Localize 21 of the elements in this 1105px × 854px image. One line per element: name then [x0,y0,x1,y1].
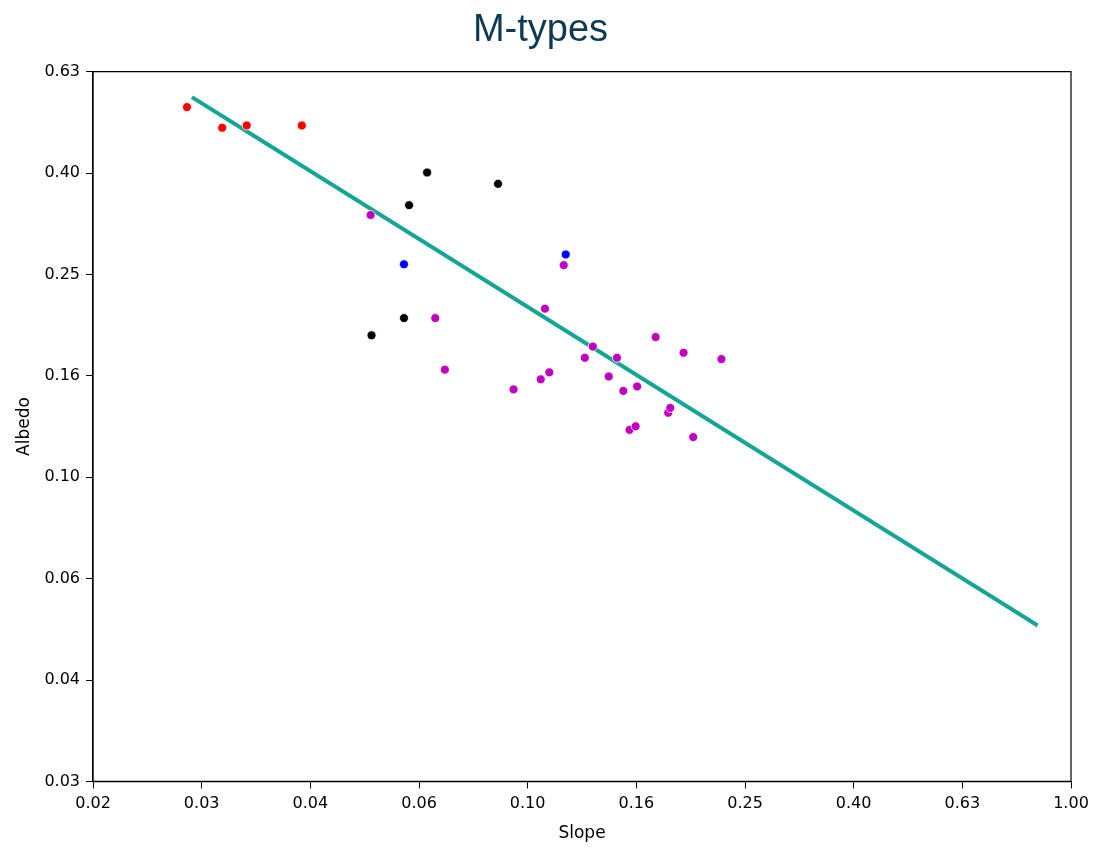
x-tick-label: 1.00 [1053,793,1089,813]
x-tick-label: 0.06 [401,793,437,813]
x-tick-label: 0.63 [944,793,981,813]
x-tick-label: 0.25 [727,793,763,813]
x-tick-label: 0.16 [618,793,655,813]
x-axis-title: Slope [558,822,606,843]
y-tick-label: 0.10 [44,466,81,486]
chart-title: M-types [472,7,609,50]
y-tick-label: 0.06 [44,567,81,587]
y-tick-label: 0.40 [44,162,81,182]
x-tick-label: 0.10 [509,793,546,813]
x-tick-label: 0.04 [292,793,329,813]
y-tick-label: 0.25 [44,263,81,283]
y-tick-label: 0.63 [44,60,81,80]
x-tick-label: 0.40 [835,793,872,813]
y-tick-label: 0.03 [44,770,81,790]
y-axis-title: Albedo [12,397,33,456]
y-tick-label: 0.16 [44,364,81,384]
x-tick-label: 0.03 [183,793,220,813]
y-tick-label: 0.04 [44,669,81,689]
x-tick-label: 0.02 [75,793,111,813]
